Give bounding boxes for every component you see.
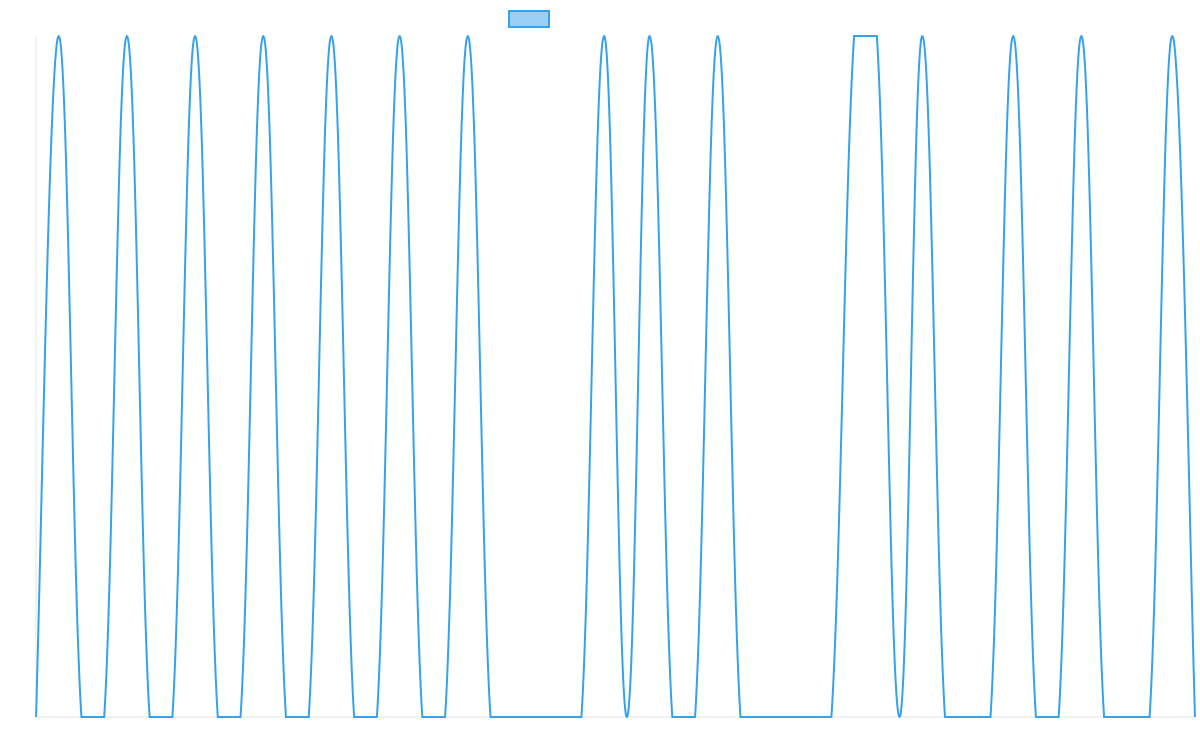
legend-swatch[interactable] <box>508 10 550 28</box>
series-layer <box>35 34 1196 719</box>
series-line-0 <box>35 34 1196 719</box>
